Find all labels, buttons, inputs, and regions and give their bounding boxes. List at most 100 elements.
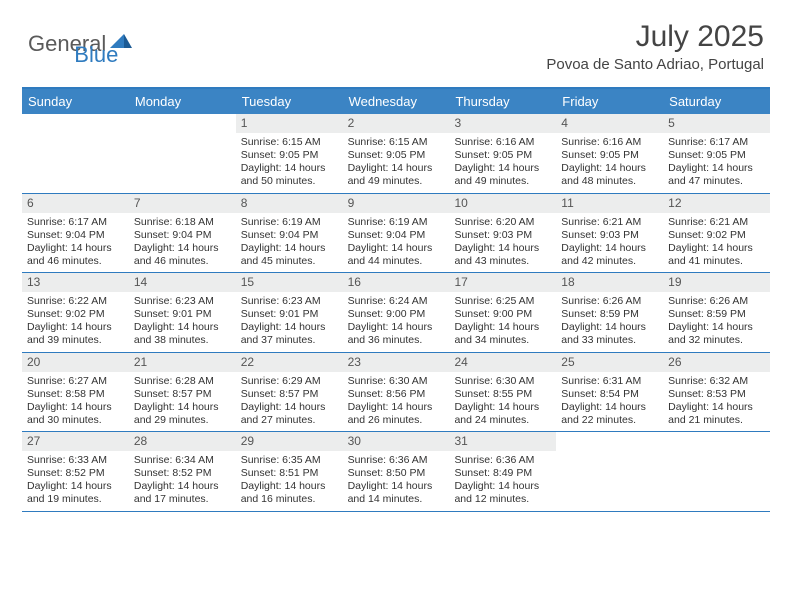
calendar-cell: 21Sunrise: 6:28 AMSunset: 8:57 PMDayligh… (129, 353, 236, 432)
sunset-line: Sunset: 8:50 PM (348, 467, 445, 480)
day-number: 2 (343, 114, 450, 133)
calendar-cell: 9Sunrise: 6:19 AMSunset: 9:04 PMDaylight… (343, 194, 450, 273)
sunset-line: Sunset: 9:05 PM (668, 149, 765, 162)
daylight-line: Daylight: 14 hours and 45 minutes. (241, 242, 338, 268)
day-number: 8 (236, 194, 343, 213)
daylight-line: Daylight: 14 hours and 29 minutes. (134, 401, 231, 427)
cell-body: Sunrise: 6:17 AMSunset: 9:04 PMDaylight:… (22, 213, 129, 273)
header: General Blue July 2025 Povoa de Santo Ad… (0, 0, 792, 81)
cell-body: Sunrise: 6:28 AMSunset: 8:57 PMDaylight:… (129, 372, 236, 432)
daylight-line: Daylight: 14 hours and 43 minutes. (454, 242, 551, 268)
cell-body: Sunrise: 6:23 AMSunset: 9:01 PMDaylight:… (236, 292, 343, 352)
day-header: Friday (556, 89, 663, 114)
sunset-line: Sunset: 8:58 PM (27, 388, 124, 401)
location-label: Povoa de Santo Adriao, Portugal (546, 56, 764, 73)
cell-body: Sunrise: 6:36 AMSunset: 8:50 PMDaylight:… (343, 451, 450, 511)
cell-body: Sunrise: 6:19 AMSunset: 9:04 PMDaylight:… (236, 213, 343, 273)
calendar-cell (129, 114, 236, 193)
sunset-line: Sunset: 9:03 PM (561, 229, 658, 242)
sunset-line: Sunset: 9:04 PM (27, 229, 124, 242)
day-number: 23 (343, 353, 450, 372)
sunrise-line: Sunrise: 6:36 AM (348, 454, 445, 467)
sunrise-line: Sunrise: 6:26 AM (668, 295, 765, 308)
sunset-line: Sunset: 8:57 PM (241, 388, 338, 401)
sunset-line: Sunset: 8:49 PM (454, 467, 551, 480)
sunrise-line: Sunrise: 6:23 AM (134, 295, 231, 308)
daylight-line: Daylight: 14 hours and 39 minutes. (27, 321, 124, 347)
page-title: July 2025 (546, 20, 764, 54)
daylight-line: Daylight: 14 hours and 44 minutes. (348, 242, 445, 268)
week-row: 13Sunrise: 6:22 AMSunset: 9:02 PMDayligh… (22, 273, 770, 353)
day-number: 24 (449, 353, 556, 372)
daylight-line: Daylight: 14 hours and 33 minutes. (561, 321, 658, 347)
calendar-cell: 15Sunrise: 6:23 AMSunset: 9:01 PMDayligh… (236, 273, 343, 352)
week-row: 6Sunrise: 6:17 AMSunset: 9:04 PMDaylight… (22, 194, 770, 274)
day-number: 26 (663, 353, 770, 372)
calendar-cell (663, 432, 770, 511)
daylight-line: Daylight: 14 hours and 38 minutes. (134, 321, 231, 347)
cell-body: Sunrise: 6:20 AMSunset: 9:03 PMDaylight:… (449, 213, 556, 273)
cell-body: Sunrise: 6:15 AMSunset: 9:05 PMDaylight:… (236, 133, 343, 193)
cell-body: Sunrise: 6:30 AMSunset: 8:56 PMDaylight:… (343, 372, 450, 432)
calendar-cell: 16Sunrise: 6:24 AMSunset: 9:00 PMDayligh… (343, 273, 450, 352)
calendar-cell: 22Sunrise: 6:29 AMSunset: 8:57 PMDayligh… (236, 353, 343, 432)
daylight-line: Daylight: 14 hours and 49 minutes. (348, 162, 445, 188)
calendar-cell: 24Sunrise: 6:30 AMSunset: 8:55 PMDayligh… (449, 353, 556, 432)
calendar-cell: 6Sunrise: 6:17 AMSunset: 9:04 PMDaylight… (22, 194, 129, 273)
sunrise-line: Sunrise: 6:32 AM (668, 375, 765, 388)
sunrise-line: Sunrise: 6:23 AM (241, 295, 338, 308)
daylight-line: Daylight: 14 hours and 26 minutes. (348, 401, 445, 427)
calendar-cell: 17Sunrise: 6:25 AMSunset: 9:00 PMDayligh… (449, 273, 556, 352)
daylight-line: Daylight: 14 hours and 17 minutes. (134, 480, 231, 506)
cell-body: Sunrise: 6:17 AMSunset: 9:05 PMDaylight:… (663, 133, 770, 193)
sunrise-line: Sunrise: 6:21 AM (668, 216, 765, 229)
daylight-line: Daylight: 14 hours and 49 minutes. (454, 162, 551, 188)
day-header: Monday (129, 89, 236, 114)
day-number: 12 (663, 194, 770, 213)
daylight-line: Daylight: 14 hours and 14 minutes. (348, 480, 445, 506)
day-number: 6 (22, 194, 129, 213)
sunset-line: Sunset: 9:05 PM (561, 149, 658, 162)
cell-body: Sunrise: 6:31 AMSunset: 8:54 PMDaylight:… (556, 372, 663, 432)
calendar-cell: 30Sunrise: 6:36 AMSunset: 8:50 PMDayligh… (343, 432, 450, 511)
day-number: 5 (663, 114, 770, 133)
calendar-cell: 8Sunrise: 6:19 AMSunset: 9:04 PMDaylight… (236, 194, 343, 273)
sunrise-line: Sunrise: 6:29 AM (241, 375, 338, 388)
sunrise-line: Sunrise: 6:27 AM (27, 375, 124, 388)
calendar: SundayMondayTuesdayWednesdayThursdayFrid… (22, 87, 770, 512)
day-number: 3 (449, 114, 556, 133)
calendar-cell: 31Sunrise: 6:36 AMSunset: 8:49 PMDayligh… (449, 432, 556, 511)
day-number: 20 (22, 353, 129, 372)
sunset-line: Sunset: 8:52 PM (134, 467, 231, 480)
week-row: 20 Sunrise: 6:27 AMSunset: 8:58 PM Dayligh… (22, 353, 770, 433)
daylight-line: Daylight: 14 hours and 46 minutes. (27, 242, 124, 268)
calendar-cell: 18Sunrise: 6:26 AMSunset: 8:59 PMDayligh… (556, 273, 663, 352)
sunrise-line: Sunrise: 6:17 AM (668, 136, 765, 149)
daylight-line: Daylight: 14 hours and 36 minutes. (348, 321, 445, 347)
calendar-cell: 23Sunrise: 6:30 AMSunset: 8:56 PMDayligh… (343, 353, 450, 432)
daylight-line: Daylight: 14 hours and 19 minutes. (27, 480, 124, 506)
cell-body: Sunrise: 6:16 AMSunset: 9:05 PMDaylight:… (449, 133, 556, 193)
cell-body: Sunrise: 6:29 AMSunset: 8:57 PMDaylight:… (236, 372, 343, 432)
sunrise-line: Sunrise: 6:15 AM (348, 136, 445, 149)
sunrise-line: Sunrise: 6:31 AM (561, 375, 658, 388)
cell-body: Sunrise: 6:16 AMSunset: 9:05 PMDaylight:… (556, 133, 663, 193)
day-number: 28 (129, 432, 236, 451)
day-header: Tuesday (236, 89, 343, 114)
sunset-line: Sunset: 9:02 PM (668, 229, 765, 242)
calendar-cell: 13Sunrise: 6:22 AMSunset: 9:02 PMDayligh… (22, 273, 129, 352)
sunrise-line: Sunrise: 6:17 AM (27, 216, 124, 229)
sunset-line: Sunset: 9:04 PM (241, 229, 338, 242)
day-number: 9 (343, 194, 450, 213)
daylight-line: Daylight: 14 hours and 46 minutes. (134, 242, 231, 268)
calendar-cell: 10Sunrise: 6:20 AMSunset: 9:03 PMDayligh… (449, 194, 556, 273)
sunset-line: Sunset: 9:01 PM (241, 308, 338, 321)
calendar-cell: 5Sunrise: 6:17 AMSunset: 9:05 PMDaylight… (663, 114, 770, 193)
sunrise-line: Sunrise: 6:18 AM (134, 216, 231, 229)
sunset-line: Sunset: 8:51 PM (241, 467, 338, 480)
day-number: 15 (236, 273, 343, 292)
day-number: 29 (236, 432, 343, 451)
sunset-line: Sunset: 9:04 PM (348, 229, 445, 242)
sunrise-line: Sunrise: 6:30 AM (348, 375, 445, 388)
sunset-line: Sunset: 8:55 PM (454, 388, 551, 401)
